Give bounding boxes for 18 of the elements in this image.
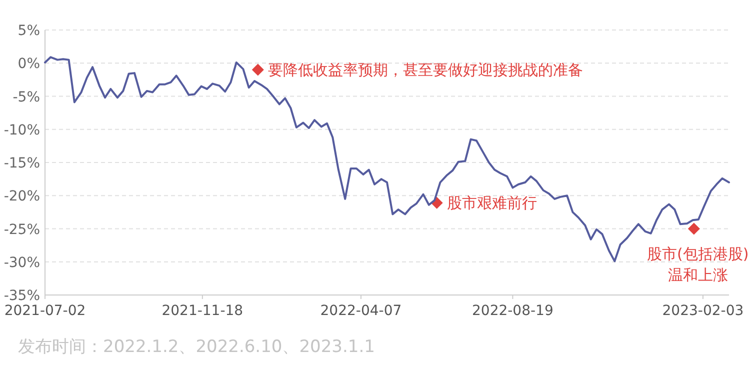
y-tick-label: -35%	[4, 288, 40, 304]
y-tick-label: -5%	[12, 89, 40, 106]
y-tick-label: -25%	[4, 222, 40, 238]
y-tick-label: -30%	[4, 254, 40, 271]
x-tick-label: 2022-08-19	[472, 303, 554, 319]
x-tick-label: 2022-04-07	[320, 303, 402, 319]
annotation: 要降低收益率预期，甚至要做好迎接挑战的准备	[268, 60, 583, 79]
x-tick-label: 2023-02-03	[662, 303, 744, 319]
annotation: 股市艰难前行	[446, 194, 537, 212]
y-tick-label: 0%	[18, 56, 40, 72]
x-tick-label: 2021-11-18	[162, 303, 244, 319]
annotation: 股市(包括港股) 温和上涨	[647, 244, 749, 284]
y-tick-label: -10%	[4, 122, 40, 138]
y-tick-label: -15%	[4, 156, 40, 172]
y-tick-label: -20%	[4, 188, 40, 205]
text: 发布时间：2022.1.2、2022.6.10、2023.1.1	[18, 337, 375, 357]
y-tick-label: 5%	[18, 23, 40, 39]
x-tick-label: 2021-07-02	[4, 303, 86, 319]
